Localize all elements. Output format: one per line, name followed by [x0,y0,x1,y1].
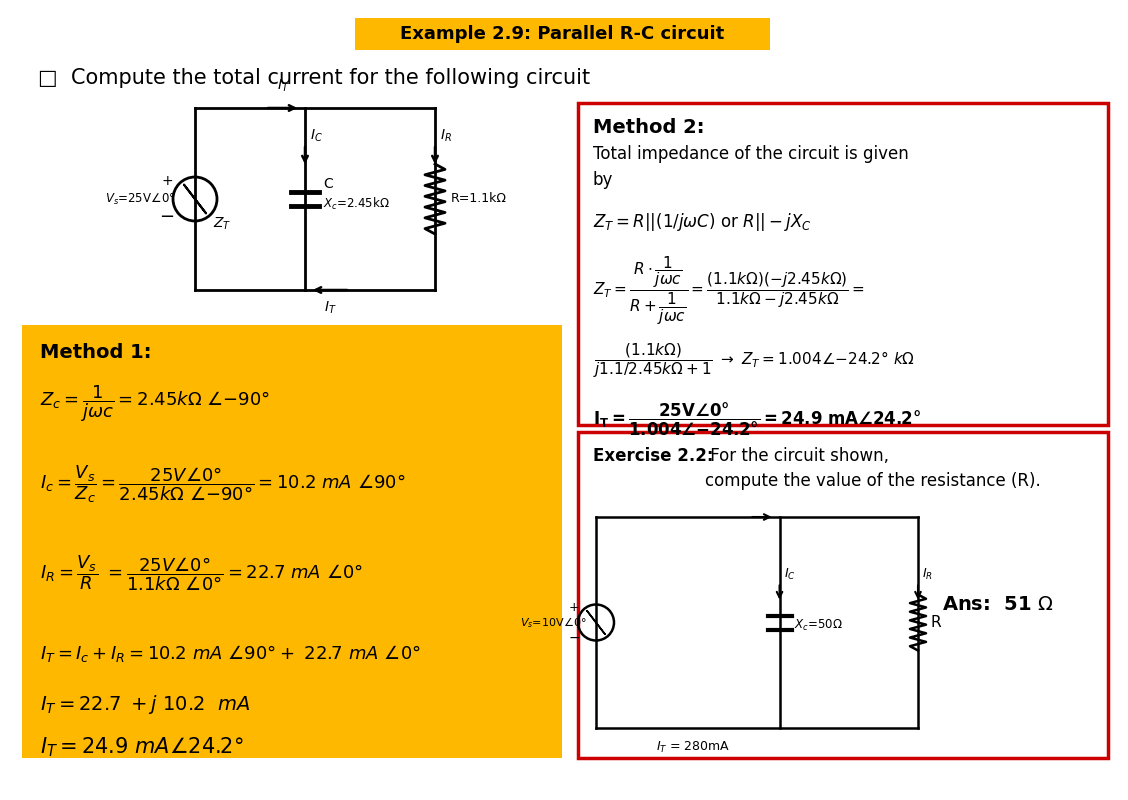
Text: Method 1:: Method 1: [39,343,151,362]
Text: $I_C$: $I_C$ [784,567,795,582]
Text: +: + [569,601,580,614]
Text: $\dfrac{(1.1k\Omega)}{j1.1/2.45k\Omega+1}\ \rightarrow\ Z_T=1.004\angle{-24.2°}\: $\dfrac{(1.1k\Omega)}{j1.1/2.45k\Omega+1… [593,341,915,380]
Text: $I_R$: $I_R$ [440,127,452,144]
Text: $I_R = \dfrac{V_s}{R}\ =\dfrac{25V\angle 0°}{1.1k\Omega\ \angle 0°} = 22.7\ mA\ : $I_R = \dfrac{V_s}{R}\ =\dfrac{25V\angle… [39,553,363,593]
Text: $I_T = 22.7\ + j\ 10.2\ \ mA$: $I_T = 22.7\ + j\ 10.2\ \ mA$ [39,693,250,716]
Text: $Z_T$: $Z_T$ [213,216,231,232]
Text: $I_T$: $I_T$ [276,78,290,94]
Text: Ans:  51 $\Omega$: Ans: 51 $\Omega$ [942,595,1054,614]
Text: +: + [161,174,173,188]
Text: $Z_c = \dfrac{1}{j\omega c} = 2.45k\Omega\ \angle{-90°}$: $Z_c = \dfrac{1}{j\omega c} = 2.45k\Omeg… [39,383,271,424]
Text: R: R [931,615,942,630]
Text: $Z_T = \dfrac{R\cdot\dfrac{1}{j\omega c}}{R+\dfrac{1}{j\omega c}} = \dfrac{(1.1k: $Z_T = \dfrac{R\cdot\dfrac{1}{j\omega c}… [593,255,865,327]
Text: C: C [323,177,333,191]
Text: □  Compute the total current for the following circuit: □ Compute the total current for the foll… [38,68,590,88]
Text: R=1.1kΩ: R=1.1kΩ [451,193,506,206]
Text: $I_T$ = 280mA: $I_T$ = 280mA [655,740,730,755]
Text: Exercise 2.2:: Exercise 2.2: [593,447,714,465]
Text: $I_R$: $I_R$ [922,567,933,582]
Text: $I_T = 24.9\ mA\angle 24.2°$: $I_T = 24.9\ mA\angle 24.2°$ [39,735,244,758]
Text: −: − [569,630,580,645]
Text: $I_C$: $I_C$ [310,127,323,144]
Bar [355,18,770,50]
Text: $I_T$: $I_T$ [324,300,336,316]
Text: $V_s$=10V∠0°: $V_s$=10V∠0° [520,615,587,630]
Text: For the circuit shown,
compute the value of the resistance (R).: For the circuit shown, compute the value… [705,447,1041,490]
Text: Total impedance of the circuit is given
by: Total impedance of the circuit is given … [593,145,909,190]
Text: −: − [159,208,175,226]
Text: $I_T = I_c + I_R = 10.2\ mA\ \angle 90° +\ 22.7\ mA\ \angle 0°$: $I_T = I_c + I_R = 10.2\ mA\ \angle 90° … [39,643,421,664]
Text: $\mathbf{I_T = \dfrac{25V\angle 0°}{1.004\angle{-24.2°}} = 24.9\ mA\angle 24.2°}: $\mathbf{I_T = \dfrac{25V\angle 0°}{1.00… [593,401,922,438]
Bar [23,325,562,758]
Bar [578,103,1108,425]
Text: Method 2:: Method 2: [593,118,705,137]
Text: $Z_T = R||(1/j\omega C)\ \mathrm{or}\ R||-jX_C$: $Z_T = R||(1/j\omega C)\ \mathrm{or}\ R|… [593,211,812,233]
Bar [578,432,1108,758]
Text: $V_s$=25V∠0°: $V_s$=25V∠0° [105,191,175,206]
Text: $X_c$=50Ω: $X_c$=50Ω [793,618,843,633]
Text: Example 2.9: Parallel R-C circuit: Example 2.9: Parallel R-C circuit [399,25,724,43]
Text: $I_c = \dfrac{V_s}{Z_c} =\dfrac{25V\angle 0°}{2.45k\Omega\ \angle{-90°}} = 10.2\: $I_c = \dfrac{V_s}{Z_c} =\dfrac{25V\angl… [39,463,406,505]
Text: $X_c$=2.45kΩ: $X_c$=2.45kΩ [323,196,390,212]
